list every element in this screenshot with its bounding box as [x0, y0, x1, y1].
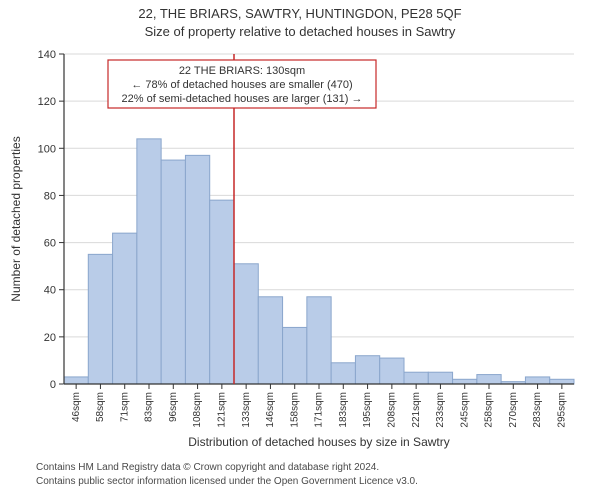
bar — [137, 139, 161, 384]
xtick-label: 270sqm — [508, 392, 519, 428]
xtick-label: 283sqm — [532, 392, 543, 428]
bar — [453, 379, 477, 384]
bar — [258, 297, 282, 384]
footer-line2: Contains public sector information licen… — [36, 476, 418, 487]
bar — [355, 356, 379, 384]
bar — [185, 155, 209, 384]
bar — [88, 254, 112, 384]
ytick-label: 100 — [38, 143, 56, 155]
bar — [161, 160, 185, 384]
ytick-label: 60 — [44, 238, 56, 250]
xtick-label: 195sqm — [362, 392, 373, 428]
ytick-label: 80 — [44, 190, 56, 202]
xtick-label: 83sqm — [144, 392, 155, 422]
xtick-label: 133sqm — [241, 392, 252, 428]
xtick-label: 121sqm — [216, 392, 227, 428]
bar — [64, 377, 88, 384]
ytick-label: 40 — [44, 285, 56, 297]
bar — [283, 327, 307, 384]
ytick-label: 120 — [38, 96, 56, 108]
xtick-label: 171sqm — [314, 392, 325, 428]
xtick-label: 245sqm — [459, 392, 470, 428]
ytick-label: 20 — [44, 332, 56, 344]
xtick-label: 295sqm — [556, 392, 567, 428]
xtick-label: 71sqm — [119, 392, 130, 422]
xtick-label: 258sqm — [484, 392, 495, 428]
bar — [428, 372, 452, 384]
ytick-label: 0 — [50, 379, 56, 391]
y-axis-label: Number of detached properties — [9, 136, 23, 301]
ytick-label: 140 — [38, 49, 56, 61]
callout-line1: 22 THE BRIARS: 130sqm — [179, 65, 305, 77]
xtick-label: 158sqm — [289, 392, 300, 428]
chart-container: { "title_line1": "22, THE BRIARS, SAWTRY… — [0, 0, 600, 500]
bar — [550, 379, 574, 384]
histogram-svg: 0 20 40 60 80 100 120 140 46sqm 58sqm 71sqm 83sqm 96… — [0, 0, 600, 500]
xtick-label: 58sqm — [95, 392, 106, 422]
footer-line1: Contains HM Land Registry data © Crown c… — [36, 462, 379, 473]
xtick-label: 233sqm — [435, 392, 446, 428]
bar — [234, 264, 258, 384]
bar — [331, 363, 355, 384]
bar — [113, 233, 137, 384]
title-line2: Size of property relative to detached ho… — [145, 24, 456, 39]
bar — [525, 377, 549, 384]
xtick-label: 46sqm — [71, 392, 82, 422]
bar — [477, 375, 501, 384]
bar — [307, 297, 331, 384]
x-axis-label: Distribution of detached houses by size … — [188, 435, 449, 449]
xtick-label: 146sqm — [265, 392, 276, 428]
xtick-label: 96sqm — [168, 392, 179, 422]
xtick-label: 183sqm — [338, 392, 349, 428]
title-line1: 22, THE BRIARS, SAWTRY, HUNTINGDON, PE28… — [138, 6, 461, 21]
xtick-label: 221sqm — [411, 392, 422, 428]
bar — [380, 358, 404, 384]
xtick-label: 108sqm — [192, 392, 203, 428]
xtick-label: 208sqm — [386, 392, 397, 428]
callout-line3: 22% of semi-detached houses are larger (… — [122, 93, 363, 105]
bar — [210, 200, 234, 384]
bar — [404, 372, 428, 384]
callout-line2: ← 78% of detached houses are smaller (47… — [131, 79, 352, 91]
